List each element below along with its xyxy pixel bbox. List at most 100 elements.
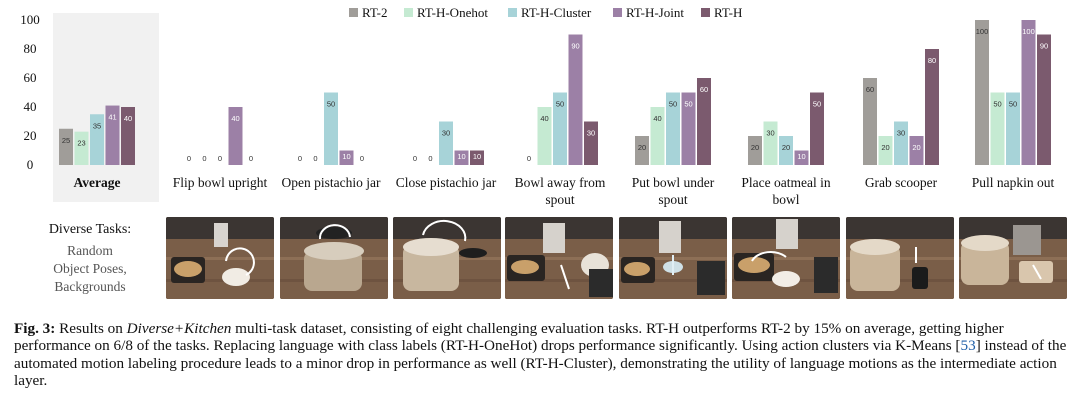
- pistachio-jar-open-photo: [280, 217, 388, 299]
- photo-svg: [846, 217, 954, 299]
- bar-rt-h: [810, 92, 824, 165]
- bar-rt-h: [584, 121, 598, 165]
- bar-data-label: 40: [653, 114, 661, 123]
- y-tick-label: 100: [20, 12, 40, 27]
- tasks-panel: Diverse Tasks: Random Object Poses, Back…: [20, 222, 160, 296]
- bar-rt-h: [470, 150, 484, 165]
- bar-data-label: 50: [1009, 100, 1017, 109]
- caption-text: ] instead of the automated motion labeli…: [14, 337, 1067, 390]
- bar-rt-h-cluster: [894, 121, 908, 165]
- legend-swatch: [613, 8, 622, 17]
- bar-rt-h-joint: [681, 92, 696, 165]
- photo-svg: [166, 217, 274, 299]
- bar-rt-h-joint: [909, 136, 924, 165]
- bar-data-label: 0: [202, 154, 206, 163]
- legend-label: RT-H: [714, 5, 742, 20]
- y-tick-label: 40: [24, 99, 37, 114]
- bar-rt-h-joint: [568, 34, 583, 165]
- tasks-panel-title: Diverse Tasks:: [48, 222, 132, 237]
- bread-bowl-flip-photo: [166, 217, 274, 299]
- bar-data-label: 0: [413, 154, 417, 163]
- x-category-label: spout: [658, 192, 688, 207]
- caption-citation-link[interactable]: 53: [960, 337, 976, 355]
- bar-rt-h-onehot: [763, 121, 778, 165]
- legend-swatch: [701, 8, 710, 17]
- legend-swatch: [404, 8, 413, 17]
- photo-svg: [505, 217, 613, 299]
- legend-label: RT-H-Joint: [626, 5, 684, 20]
- bar-data-label: 20: [881, 143, 889, 152]
- x-category-label: Flip bowl upright: [173, 175, 268, 190]
- bowl-away-spout-photo: [505, 217, 613, 299]
- x-category-label: Put bowl under: [632, 175, 715, 190]
- bar-data-label: 20: [912, 143, 920, 152]
- bar-rt-h-cluster: [90, 114, 104, 165]
- bar-data-label: 0: [360, 154, 364, 163]
- bar-rt-h-joint: [228, 107, 243, 165]
- bar-data-label: 50: [327, 100, 335, 109]
- figure-caption: Fig. 3: Results on Diverse+Kitchen multi…: [14, 320, 1068, 390]
- bar-rt-2: [635, 136, 649, 165]
- bar-rt-h-cluster: [666, 92, 680, 165]
- bar-data-label: 60: [866, 85, 874, 94]
- bar-data-label: 20: [751, 143, 759, 152]
- grab-scooper-photo: [846, 217, 954, 299]
- bar-rt-h-cluster: [439, 121, 453, 165]
- bar-data-label: 50: [993, 100, 1001, 109]
- y-tick-label: 80: [24, 41, 37, 56]
- bar-data-label: 40: [231, 114, 239, 123]
- pull-napkin-photo: [959, 217, 1067, 299]
- bar-data-label: 10: [473, 152, 481, 161]
- bar-rt-h-joint: [1021, 20, 1036, 165]
- bar-rt-h: [1037, 34, 1051, 165]
- bar-data-label: 60: [700, 85, 708, 94]
- legend-swatch: [349, 8, 358, 17]
- oatmeal-bowl-photo: [732, 217, 840, 299]
- pistachio-jar-close-photo: [393, 217, 501, 299]
- photo-svg: [959, 217, 1067, 299]
- bar-data-label: 90: [571, 42, 579, 51]
- bar-rt-h-onehot: [990, 92, 1005, 165]
- bar-data-label: 20: [638, 143, 646, 152]
- photo-svg: [619, 217, 727, 299]
- bowl-under-spout-photo: [619, 217, 727, 299]
- bar-data-label: 50: [669, 100, 677, 109]
- bar-data-label: 40: [124, 114, 132, 123]
- bar-data-label: 0: [527, 154, 531, 163]
- subtitle-line: Object Poses,: [53, 261, 127, 276]
- caption-text: multi-task dataset, consisting of eight …: [14, 320, 1004, 355]
- bar-rt-h-joint: [105, 105, 120, 165]
- bar-rt-h-joint: [454, 150, 469, 165]
- bar-rt-2: [748, 136, 762, 165]
- bar-data-label: 35: [93, 121, 101, 130]
- subtitle-line: Backgrounds: [54, 279, 126, 294]
- caption-fig-label: Fig. 3:: [14, 320, 56, 337]
- bar-data-label: 0: [313, 154, 317, 163]
- bar-rt-h-cluster: [779, 136, 793, 165]
- x-category-label: Open pistachio jar: [282, 175, 381, 190]
- y-tick-label: 60: [24, 70, 37, 85]
- y-tick-label: 20: [24, 128, 37, 143]
- bar-data-label: 30: [897, 129, 905, 138]
- bar-rt-h-onehot: [878, 136, 893, 165]
- bar-rt-h-onehot: [74, 131, 89, 165]
- y-tick-label: 0: [27, 157, 34, 172]
- bar-rt-h: [925, 49, 939, 165]
- x-category-label: Average: [74, 175, 121, 190]
- x-category-label: Close pistachio jar: [396, 175, 497, 190]
- bar-rt-h-joint: [339, 150, 354, 165]
- photo-svg: [280, 217, 388, 299]
- caption-text: Results on: [55, 320, 127, 337]
- bar-data-label: 0: [298, 154, 302, 163]
- bar-rt-2: [59, 128, 73, 165]
- x-category-label: Grab scooper: [865, 175, 938, 190]
- bar-data-label: 30: [442, 129, 450, 138]
- bar-rt-2: [863, 78, 877, 165]
- legend-label: RT-H-Cluster: [521, 5, 592, 20]
- bar-data-label: 23: [77, 139, 85, 148]
- bar-rt-h: [121, 107, 135, 165]
- legend-label: RT-2: [362, 5, 387, 20]
- legend-swatch: [508, 8, 517, 17]
- bar-data-label: 0: [218, 154, 222, 163]
- bar-data-label: 50: [556, 100, 564, 109]
